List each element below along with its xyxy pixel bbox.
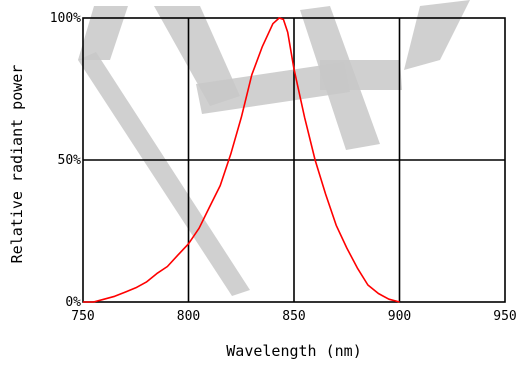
x-axis-label: Wavelength (nm) — [226, 342, 361, 360]
x-tick-label: 850 — [282, 309, 305, 324]
series-line — [83, 17, 400, 303]
watermark — [78, 0, 470, 296]
x-tick-label: 800 — [177, 309, 200, 324]
x-tick-label: 750 — [71, 309, 94, 324]
y-tick-label: 50% — [58, 153, 82, 168]
chart-grid — [82, 17, 506, 303]
y-tick-label: 0% — [65, 295, 81, 310]
y-axis-label: Relative radiant power — [8, 65, 26, 264]
y-tick-label: 100% — [50, 11, 81, 26]
x-tick-label: 900 — [388, 309, 411, 324]
x-tick-label: 950 — [493, 309, 516, 324]
axis-tick-labels: 750 800 850 900 950 0% 50% 100% — [50, 11, 517, 324]
